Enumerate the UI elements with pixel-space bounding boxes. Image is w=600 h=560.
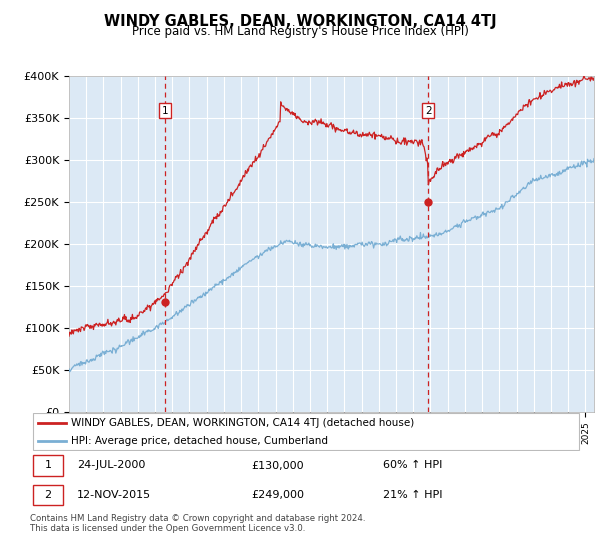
- Text: 12-NOV-2015: 12-NOV-2015: [77, 490, 151, 500]
- Text: 1: 1: [161, 106, 168, 116]
- Text: 2: 2: [44, 490, 52, 500]
- Text: WINDY GABLES, DEAN, WORKINGTON, CA14 4TJ (detached house): WINDY GABLES, DEAN, WORKINGTON, CA14 4TJ…: [71, 418, 415, 428]
- FancyBboxPatch shape: [33, 484, 63, 505]
- Text: 21% ↑ HPI: 21% ↑ HPI: [383, 490, 443, 500]
- Text: WINDY GABLES, DEAN, WORKINGTON, CA14 4TJ: WINDY GABLES, DEAN, WORKINGTON, CA14 4TJ: [104, 14, 496, 29]
- Text: 2: 2: [425, 106, 431, 116]
- Text: Contains HM Land Registry data © Crown copyright and database right 2024.
This d: Contains HM Land Registry data © Crown c…: [30, 514, 365, 534]
- Text: HPI: Average price, detached house, Cumberland: HPI: Average price, detached house, Cumb…: [71, 436, 328, 446]
- Text: £130,000: £130,000: [251, 460, 304, 470]
- Text: 1: 1: [44, 460, 52, 470]
- Text: £249,000: £249,000: [251, 490, 304, 500]
- FancyBboxPatch shape: [33, 455, 63, 476]
- FancyBboxPatch shape: [33, 413, 579, 450]
- Text: 60% ↑ HPI: 60% ↑ HPI: [383, 460, 443, 470]
- Text: 24-JUL-2000: 24-JUL-2000: [77, 460, 145, 470]
- Text: Price paid vs. HM Land Registry's House Price Index (HPI): Price paid vs. HM Land Registry's House …: [131, 25, 469, 38]
